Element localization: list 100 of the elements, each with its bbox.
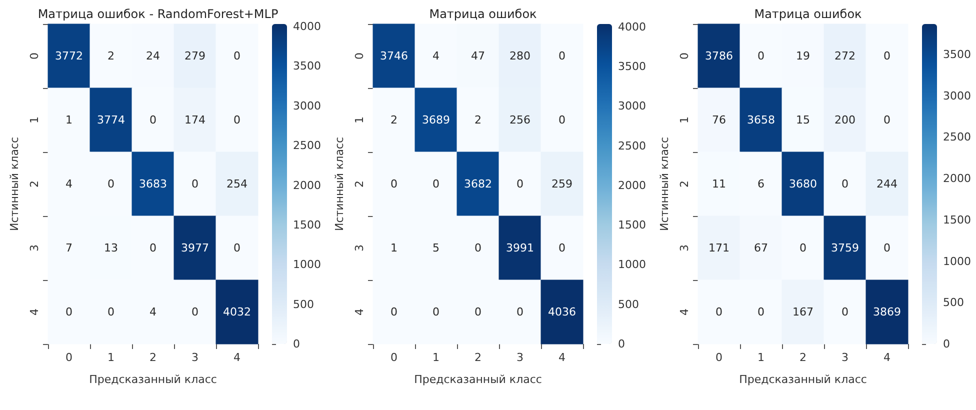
data-label: 0 (516, 178, 524, 190)
x-tick-label: 2 (800, 351, 806, 364)
data-label: 2 (108, 50, 114, 62)
chart-title: Матрица ошибок - RandomForest+MLP (38, 7, 278, 21)
data-label: 0 (474, 306, 482, 318)
color-bar-label: 1500 (618, 218, 646, 232)
data-label: 4 (432, 50, 440, 62)
data-label: 2 (474, 114, 482, 126)
y-tick-label: 3 (678, 244, 691, 252)
color-bar-label: 500 (618, 298, 639, 311)
x-tick-label: 0 (66, 351, 72, 364)
data-label: 5 (432, 242, 440, 254)
data-label: 3977 (181, 242, 209, 254)
color-bar-label: 1500 (943, 213, 971, 226)
x-tick-label: 4 (234, 351, 240, 364)
x-tick-label: 0 (390, 351, 398, 364)
color-bar-label: 2000 (943, 172, 971, 186)
data-label: 13 (104, 242, 118, 254)
data-label: 7 (66, 242, 72, 254)
y-tick-label: 1 (353, 116, 366, 124)
data-label: 76 (712, 114, 726, 126)
data-label: 0 (842, 306, 848, 318)
data-label: 0 (390, 178, 398, 190)
color-bar-label: 3000 (943, 89, 971, 102)
data-label: 1 (390, 242, 398, 254)
data-label: 1 (66, 114, 72, 126)
data-label: 0 (558, 50, 566, 62)
color-bar-label: 3500 (293, 60, 321, 73)
data-label: 4032 (223, 306, 251, 318)
data-label: 0 (150, 114, 156, 126)
y-tick-label: 3 (353, 244, 366, 252)
data-label: 280 (510, 50, 530, 62)
data-label: 0 (758, 306, 764, 318)
data-label: 0 (800, 242, 806, 254)
x-tick-label: 2 (474, 351, 482, 364)
data-label: 4036 (548, 306, 576, 318)
data-label: 0 (884, 50, 890, 62)
data-label: 0 (66, 306, 72, 318)
data-label: 272 (834, 50, 856, 62)
x-tick-label: 0 (716, 351, 722, 364)
data-label: 244 (876, 178, 898, 190)
data-label: 0 (432, 178, 440, 190)
data-label: 279 (184, 50, 206, 62)
x-tick-label: 3 (842, 351, 848, 364)
chart-title: Матрица ошибок (429, 7, 537, 21)
data-label: 254 (226, 178, 248, 190)
data-label: 2 (390, 114, 398, 126)
x-tick-label: 3 (192, 351, 198, 364)
y-tick-label: 0 (353, 52, 366, 60)
y-tick-label: 3 (28, 244, 41, 252)
x-tick-label: 4 (884, 351, 890, 364)
data-label: 0 (390, 306, 398, 318)
x-tick-label: 2 (150, 351, 156, 364)
data-label: 15 (796, 114, 810, 126)
y-tick-label: 1 (678, 116, 691, 124)
x-axis-title: Предсказанный класс (739, 373, 867, 386)
color-bar-label: 2000 (618, 178, 646, 192)
color-bar-label: 1000 (293, 258, 321, 272)
chart-title: Матрица ошибок (754, 7, 862, 21)
x-tick-label: 4 (558, 351, 566, 364)
data-label: 67 (754, 242, 768, 254)
color-bar-label: 3000 (618, 100, 646, 113)
x-axis-title: Предсказанный класс (414, 373, 542, 386)
color-bar-label: 2500 (293, 139, 321, 152)
color-bar-label: 0 (943, 338, 950, 350)
y-axis-title: Истинный класс (8, 136, 21, 232)
data-label: 3746 (380, 50, 408, 62)
data-label: 6 (758, 178, 764, 190)
color-bar-label: 1500 (293, 218, 321, 232)
color-bar-label: 2500 (943, 130, 971, 144)
x-tick-label: 1 (432, 351, 440, 364)
data-label: 3759 (831, 242, 859, 254)
y-tick-label: 4 (678, 308, 691, 316)
data-label: 0 (884, 242, 890, 254)
y-tick-label: 0 (678, 52, 691, 60)
color-bar-label: 1000 (618, 258, 646, 272)
data-label: 0 (192, 178, 198, 190)
data-label: 3683 (139, 178, 167, 190)
data-label: 3658 (747, 114, 775, 126)
color-bar-label: 500 (293, 298, 314, 311)
data-label: 0 (108, 306, 114, 318)
data-label: 3680 (789, 178, 817, 190)
data-label: 0 (432, 306, 440, 318)
data-label: 200 (834, 114, 856, 126)
data-label: 0 (108, 178, 114, 190)
data-label: 24 (146, 50, 160, 62)
data-label: 174 (184, 114, 206, 126)
color-bar-label: 2500 (618, 139, 646, 152)
data-label: 0 (842, 178, 848, 190)
x-tick-label: 3 (516, 351, 524, 364)
data-label: 3772 (55, 50, 83, 62)
data-label: 3991 (506, 242, 534, 254)
data-label: 3774 (97, 114, 125, 126)
y-tick-label: 1 (28, 116, 41, 124)
data-label: 0 (192, 306, 198, 318)
data-label: 4 (150, 306, 156, 318)
data-label: 0 (716, 306, 722, 318)
data-label: 3786 (705, 50, 733, 62)
data-label: 0 (758, 50, 764, 62)
data-label: 3682 (464, 178, 492, 190)
